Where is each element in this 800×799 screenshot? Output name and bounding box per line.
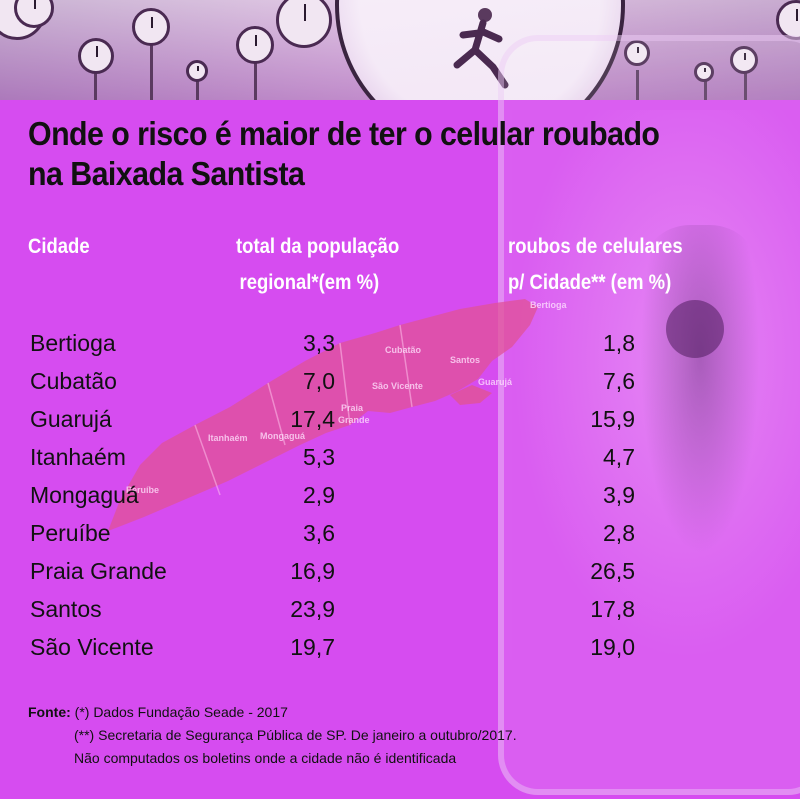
map-label-bertioga: Bertioga [530,300,567,310]
population-value: 2,9 [303,482,335,508]
table-row: Bertioga 3,3 1,8 [0,326,800,364]
population-value: 5,3 [303,444,335,470]
baixada-santista-map: Bertioga Cubatão Santos São Vicente Guar… [100,295,567,535]
robberies-value: 2,8 [603,520,635,546]
population-value: 3,6 [303,520,335,546]
population-value: 3,3 [303,330,335,356]
city-name: São Vicente [30,634,154,660]
header-population: total da população regional*(em %) [236,229,399,301]
map-label-peruibe: Peruíbe [126,485,160,495]
running-man-image [453,8,509,89]
population-value: 17,4 [290,406,335,432]
city-name: Praia Grande [30,558,167,584]
robberies-value: 1,8 [603,330,635,356]
header-population-line-1: total da população [236,235,400,258]
robberies-value: 3,9 [603,482,635,508]
population-value: 7,0 [303,368,335,394]
city-name: Bertioga [30,330,116,356]
table-row: Cubatão 7,0 7,6 [0,364,800,402]
title-line-2: na Baixada Santista [28,155,305,192]
table-row: Itanhaém 5,3 4,7 [0,440,800,478]
table-row: Santos 23,9 17,8 [0,592,800,630]
table-row: Mongaguá 2,9 3,9 [0,478,800,516]
robberies-value: 7,6 [603,368,635,394]
robberies-value: 17,8 [590,596,635,622]
city-name: Cubatão [30,368,117,394]
header-robberies-line-1: roubos de celulares [508,235,683,258]
population-value: 19,7 [290,634,335,660]
map-label-praia: Praia [341,403,364,413]
title-line-1: Onde o risco é maior de ter o celular ro… [28,115,660,152]
source-ssp: (**) Secretaria de Segurança Pública de … [74,727,517,743]
city-name: Peruíbe [30,520,111,546]
map-label-cubatao: Cubatão [385,345,421,355]
map-label-itanhaem: Itanhaém [208,433,248,443]
map-label-mongagua: Mongaguá [260,431,305,441]
gun-image [640,225,760,555]
source-line-1: Fonte: (*) Dados Fundação Seade - 2017 [28,701,628,724]
source-note: Não computados os boletins onde a cidade… [74,750,457,766]
source-seade: (*) Dados Fundação Seade - 2017 [74,704,288,720]
table-row: Guarujá 17,4 15,9 [0,402,800,440]
map-label-santos: Santos [450,355,481,365]
clocks-banner-image [0,0,800,100]
map-label-guaruja: Guarujá [478,377,513,387]
robberies-value: 19,0 [590,634,635,660]
city-name: Santos [30,596,102,622]
map-label-grande: Grande [338,415,370,425]
robberies-value: 26,5 [590,558,635,584]
city-name: Mongaguá [30,482,139,508]
header-robberies: roubos de celulares p/ Cidade** (em %) [508,229,683,301]
city-name: Itanhaém [30,444,126,470]
data-table: Bertioga 3,3 1,8 Cubatão 7,0 7,6 Guarujá… [0,326,800,668]
city-name: Guarujá [30,406,112,432]
source-label: Fonte: [28,704,71,720]
table-row: Peruíbe 3,6 2,8 [0,516,800,554]
page-title: Onde o risco é maior de ter o celular ro… [28,114,709,194]
population-value: 16,9 [290,558,335,584]
sources-footer: Fonte: (*) Dados Fundação Seade - 2017 (… [28,701,628,770]
robberies-value: 4,7 [603,444,635,470]
header-city: Cidade [28,235,90,258]
map-label-sao-vicente: São Vicente [372,381,423,391]
robberies-value: 15,9 [590,406,635,432]
gun-barrel-image [666,300,724,358]
header-robberies-line-2: p/ Cidade** (em %) [508,271,672,294]
table-row: Praia Grande 16,9 26,5 [0,554,800,592]
population-value: 23,9 [290,596,335,622]
table-row: São Vicente 19,7 19,0 [0,630,800,668]
header-population-line-2: regional*(em %) [239,271,380,294]
